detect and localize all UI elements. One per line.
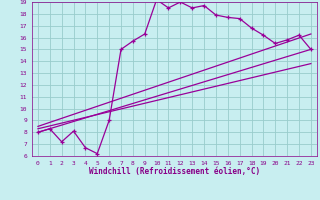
X-axis label: Windchill (Refroidissement éolien,°C): Windchill (Refroidissement éolien,°C): [89, 167, 260, 176]
